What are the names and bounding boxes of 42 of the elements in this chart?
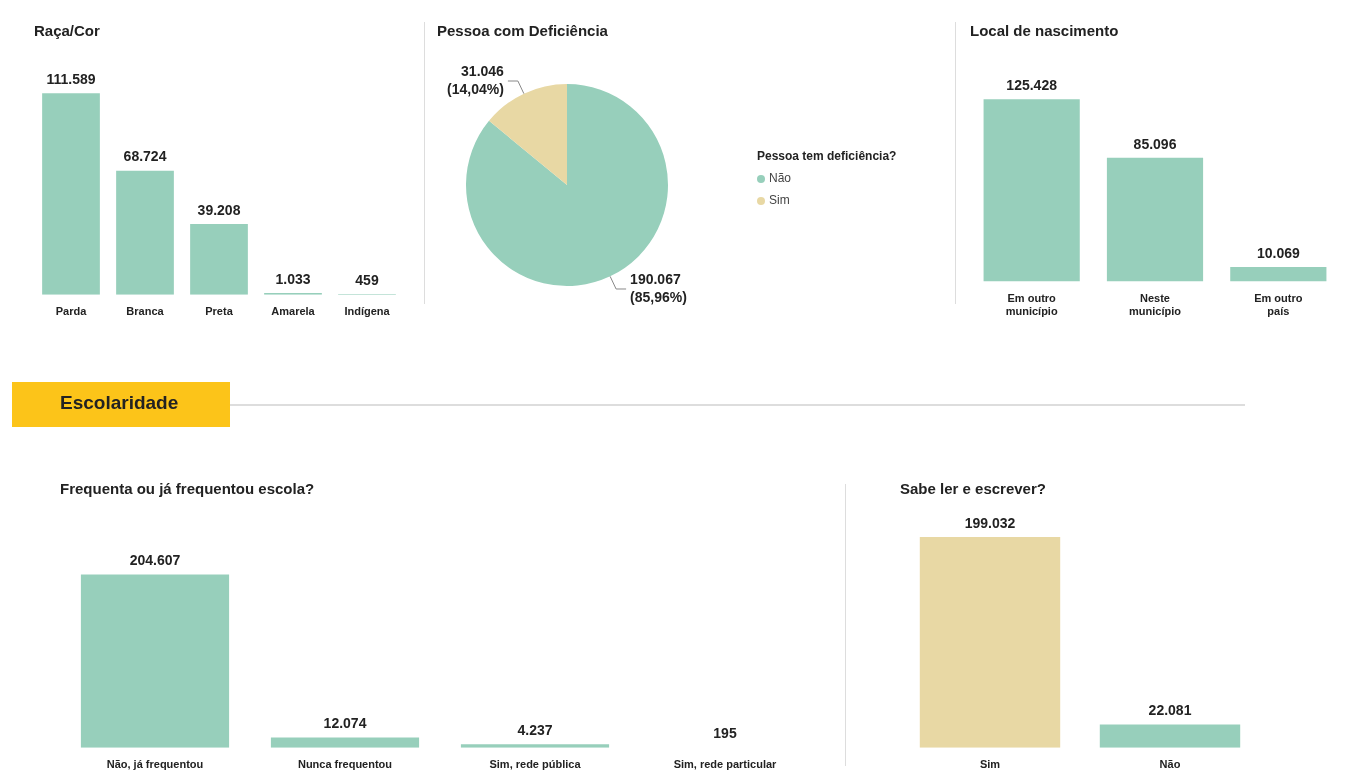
x-tick-label: Amarela <box>271 305 316 318</box>
x-tick-label: Sim <box>979 758 1001 771</box>
x-tick-label: Em outro país <box>1254 292 1303 318</box>
legend-title: Pessoa tem deficiência? <box>757 149 897 164</box>
data-label: 199.032 <box>964 514 1016 531</box>
x-tick-label: Neste município <box>1129 292 1182 318</box>
x-tick-label: Preta <box>205 305 234 318</box>
x-tick-label: Em outro município <box>1005 292 1058 318</box>
data-label: 85.096 <box>1133 135 1177 152</box>
legend-label: Não <box>769 171 792 186</box>
bar <box>190 223 248 295</box>
x-tick-label: Nunca frequentou <box>297 758 393 771</box>
x-tick-label: Sim, rede particular <box>673 758 778 771</box>
chart-title: Sabe ler e escrever? <box>900 480 1046 497</box>
data-label: 111.589 <box>46 71 96 88</box>
legend-label: Sim <box>769 193 790 208</box>
x-tick-label: Indígena <box>344 305 391 318</box>
data-label: 22.081 <box>1148 702 1192 719</box>
x-tick-label: Parda <box>55 305 88 318</box>
data-label: 459 <box>355 271 379 288</box>
data-label: 190.067 (85,96%) <box>630 270 687 305</box>
x-tick-label: Branca <box>126 305 165 318</box>
x-tick-label: Não, já frequentou <box>106 758 204 771</box>
data-label: 195 <box>713 725 737 742</box>
x-tick-label: Sim, rede pública <box>489 758 582 771</box>
data-label: 1.033 <box>275 270 311 287</box>
x-tick-label: Não <box>1159 758 1181 771</box>
data-label: 125.428 <box>1006 77 1058 94</box>
bar <box>116 170 174 295</box>
chart-title: Frequenta ou já frequentou escola? <box>60 480 315 497</box>
data-label: 204.607 <box>129 552 181 569</box>
data-label: 12.074 <box>323 715 367 732</box>
chart-title: Raça/Cor <box>34 22 100 39</box>
data-label: 68.724 <box>123 148 167 165</box>
data-label: 31.046 (14,04%) <box>447 62 505 97</box>
chart-title: Pessoa com Deficiência <box>437 22 608 39</box>
text: Escolaridade <box>12 382 230 427</box>
data-label: 10.069 <box>1256 244 1300 261</box>
chart-title: Local de nascimento <box>970 22 1119 39</box>
bar <box>42 93 100 295</box>
data-label: 39.208 <box>197 201 241 218</box>
data-label: 4.237 <box>517 722 553 739</box>
